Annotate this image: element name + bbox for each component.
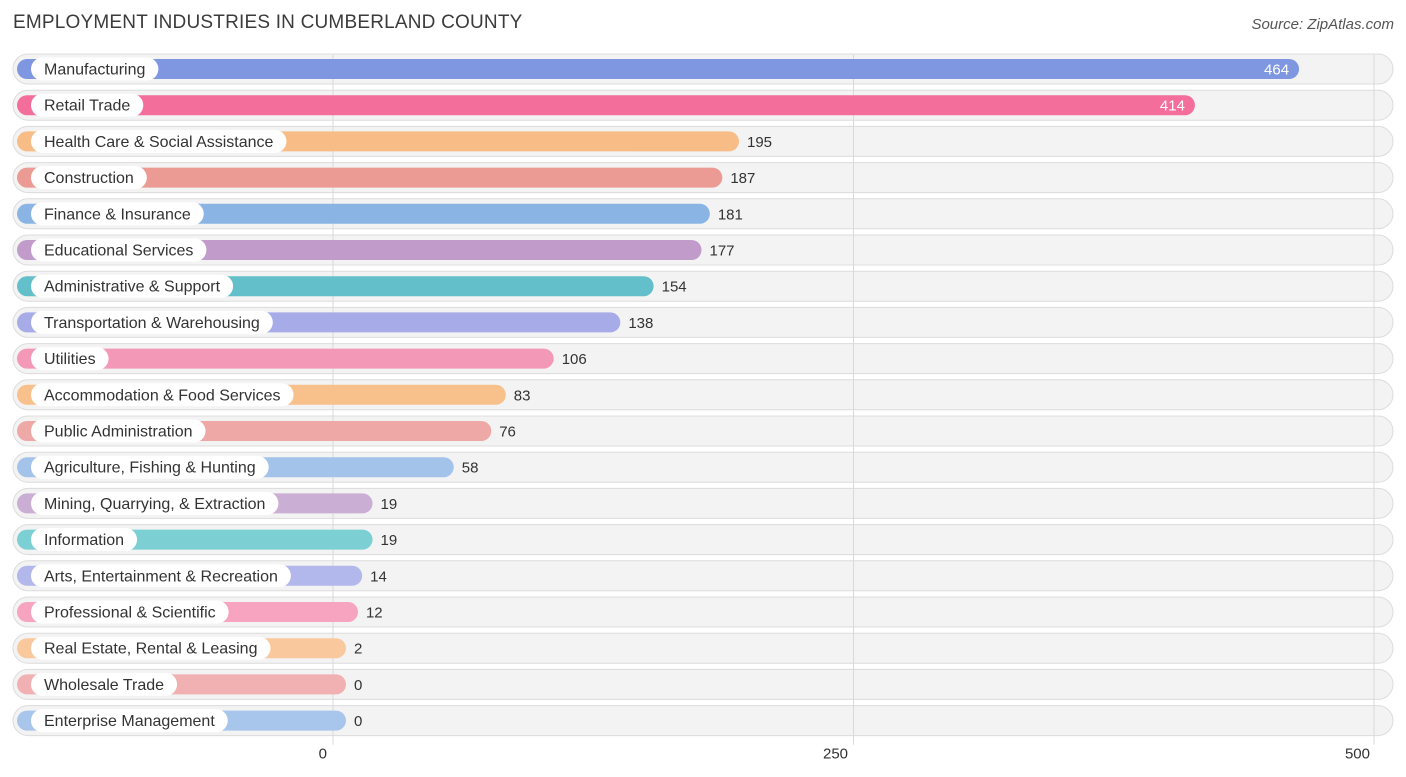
- value-label: 154: [662, 279, 687, 296]
- value-label: 138: [628, 315, 653, 332]
- x-tick-label: 0: [319, 746, 327, 763]
- value-label: 187: [730, 170, 755, 187]
- category-label: Mining, Quarrying, & Extraction: [44, 496, 265, 513]
- label-pill: [31, 672, 178, 696]
- value-label: 83: [514, 387, 531, 404]
- label-pill: [31, 57, 159, 81]
- label-pill: [31, 528, 138, 552]
- category-label: Information: [44, 532, 124, 549]
- value-label: 106: [562, 351, 587, 368]
- label-pill: [31, 600, 229, 624]
- category-label: Transportation & Warehousing: [44, 315, 260, 332]
- value-label: 464: [1264, 62, 1289, 79]
- category-label: Public Administration: [44, 424, 193, 441]
- bar-utilities: [17, 348, 554, 369]
- bar-construction: [17, 167, 723, 188]
- label-pill: [31, 202, 204, 226]
- row-background: [12, 668, 1394, 700]
- value-label: 2: [354, 641, 362, 658]
- category-label: Manufacturing: [44, 62, 145, 79]
- row-background: [12, 705, 1394, 737]
- value-label: 19: [381, 532, 398, 549]
- value-label: 58: [462, 460, 479, 477]
- x-tick-label: 250: [823, 746, 848, 763]
- category-label: Construction: [44, 170, 134, 187]
- label-pill: [31, 636, 271, 660]
- category-label: Retail Trade: [44, 98, 130, 115]
- value-label: 76: [499, 424, 516, 441]
- label-pill: [31, 238, 207, 262]
- label-pill: [31, 564, 291, 588]
- value-label: 181: [718, 206, 743, 223]
- category-label: Real Estate, Rental & Leasing: [44, 641, 257, 658]
- bar-retail-trade: [17, 95, 1195, 116]
- category-label: Arts, Entertainment & Recreation: [44, 568, 278, 585]
- category-label: Health Care & Social Assistance: [44, 134, 274, 151]
- value-label: 195: [747, 134, 772, 151]
- label-pill: [31, 383, 294, 407]
- value-label: 19: [381, 496, 398, 513]
- label-pill: [31, 491, 279, 515]
- bar-manufacturing: [17, 59, 1300, 79]
- x-tick-label: 500: [1345, 746, 1370, 763]
- category-label: Accommodation & Food Services: [44, 387, 281, 404]
- value-label: 0: [354, 713, 362, 730]
- category-label: Utilities: [44, 351, 96, 368]
- label-pill: [31, 310, 273, 334]
- value-label: 12: [366, 605, 383, 622]
- source-note: Source: ZipAtlas.com: [1251, 16, 1394, 33]
- value-label: 414: [1160, 98, 1185, 115]
- category-label: Agriculture, Fishing & Hunting: [44, 460, 256, 477]
- label-pill: [31, 419, 206, 443]
- label-pill: [31, 129, 287, 153]
- category-label: Enterprise Management: [44, 713, 215, 730]
- category-label: Wholesale Trade: [44, 677, 164, 694]
- category-label: Finance & Insurance: [44, 206, 191, 223]
- category-label: Administrative & Support: [44, 279, 221, 296]
- value-label: 14: [370, 568, 387, 585]
- row-background: [12, 596, 1394, 628]
- category-label: Educational Services: [44, 243, 193, 260]
- chart-title: EMPLOYMENT INDUSTRIES IN CUMBERLAND COUN…: [13, 12, 523, 33]
- label-pill: [31, 347, 109, 371]
- value-label: 0: [354, 677, 362, 694]
- label-pill: [31, 93, 144, 117]
- label-pill: [31, 166, 147, 190]
- label-pill: [31, 709, 228, 733]
- label-pill: [31, 274, 234, 298]
- row-background: [12, 632, 1394, 664]
- label-pill: [31, 455, 269, 479]
- value-label: 177: [710, 243, 735, 260]
- category-label: Professional & Scientific: [44, 605, 216, 622]
